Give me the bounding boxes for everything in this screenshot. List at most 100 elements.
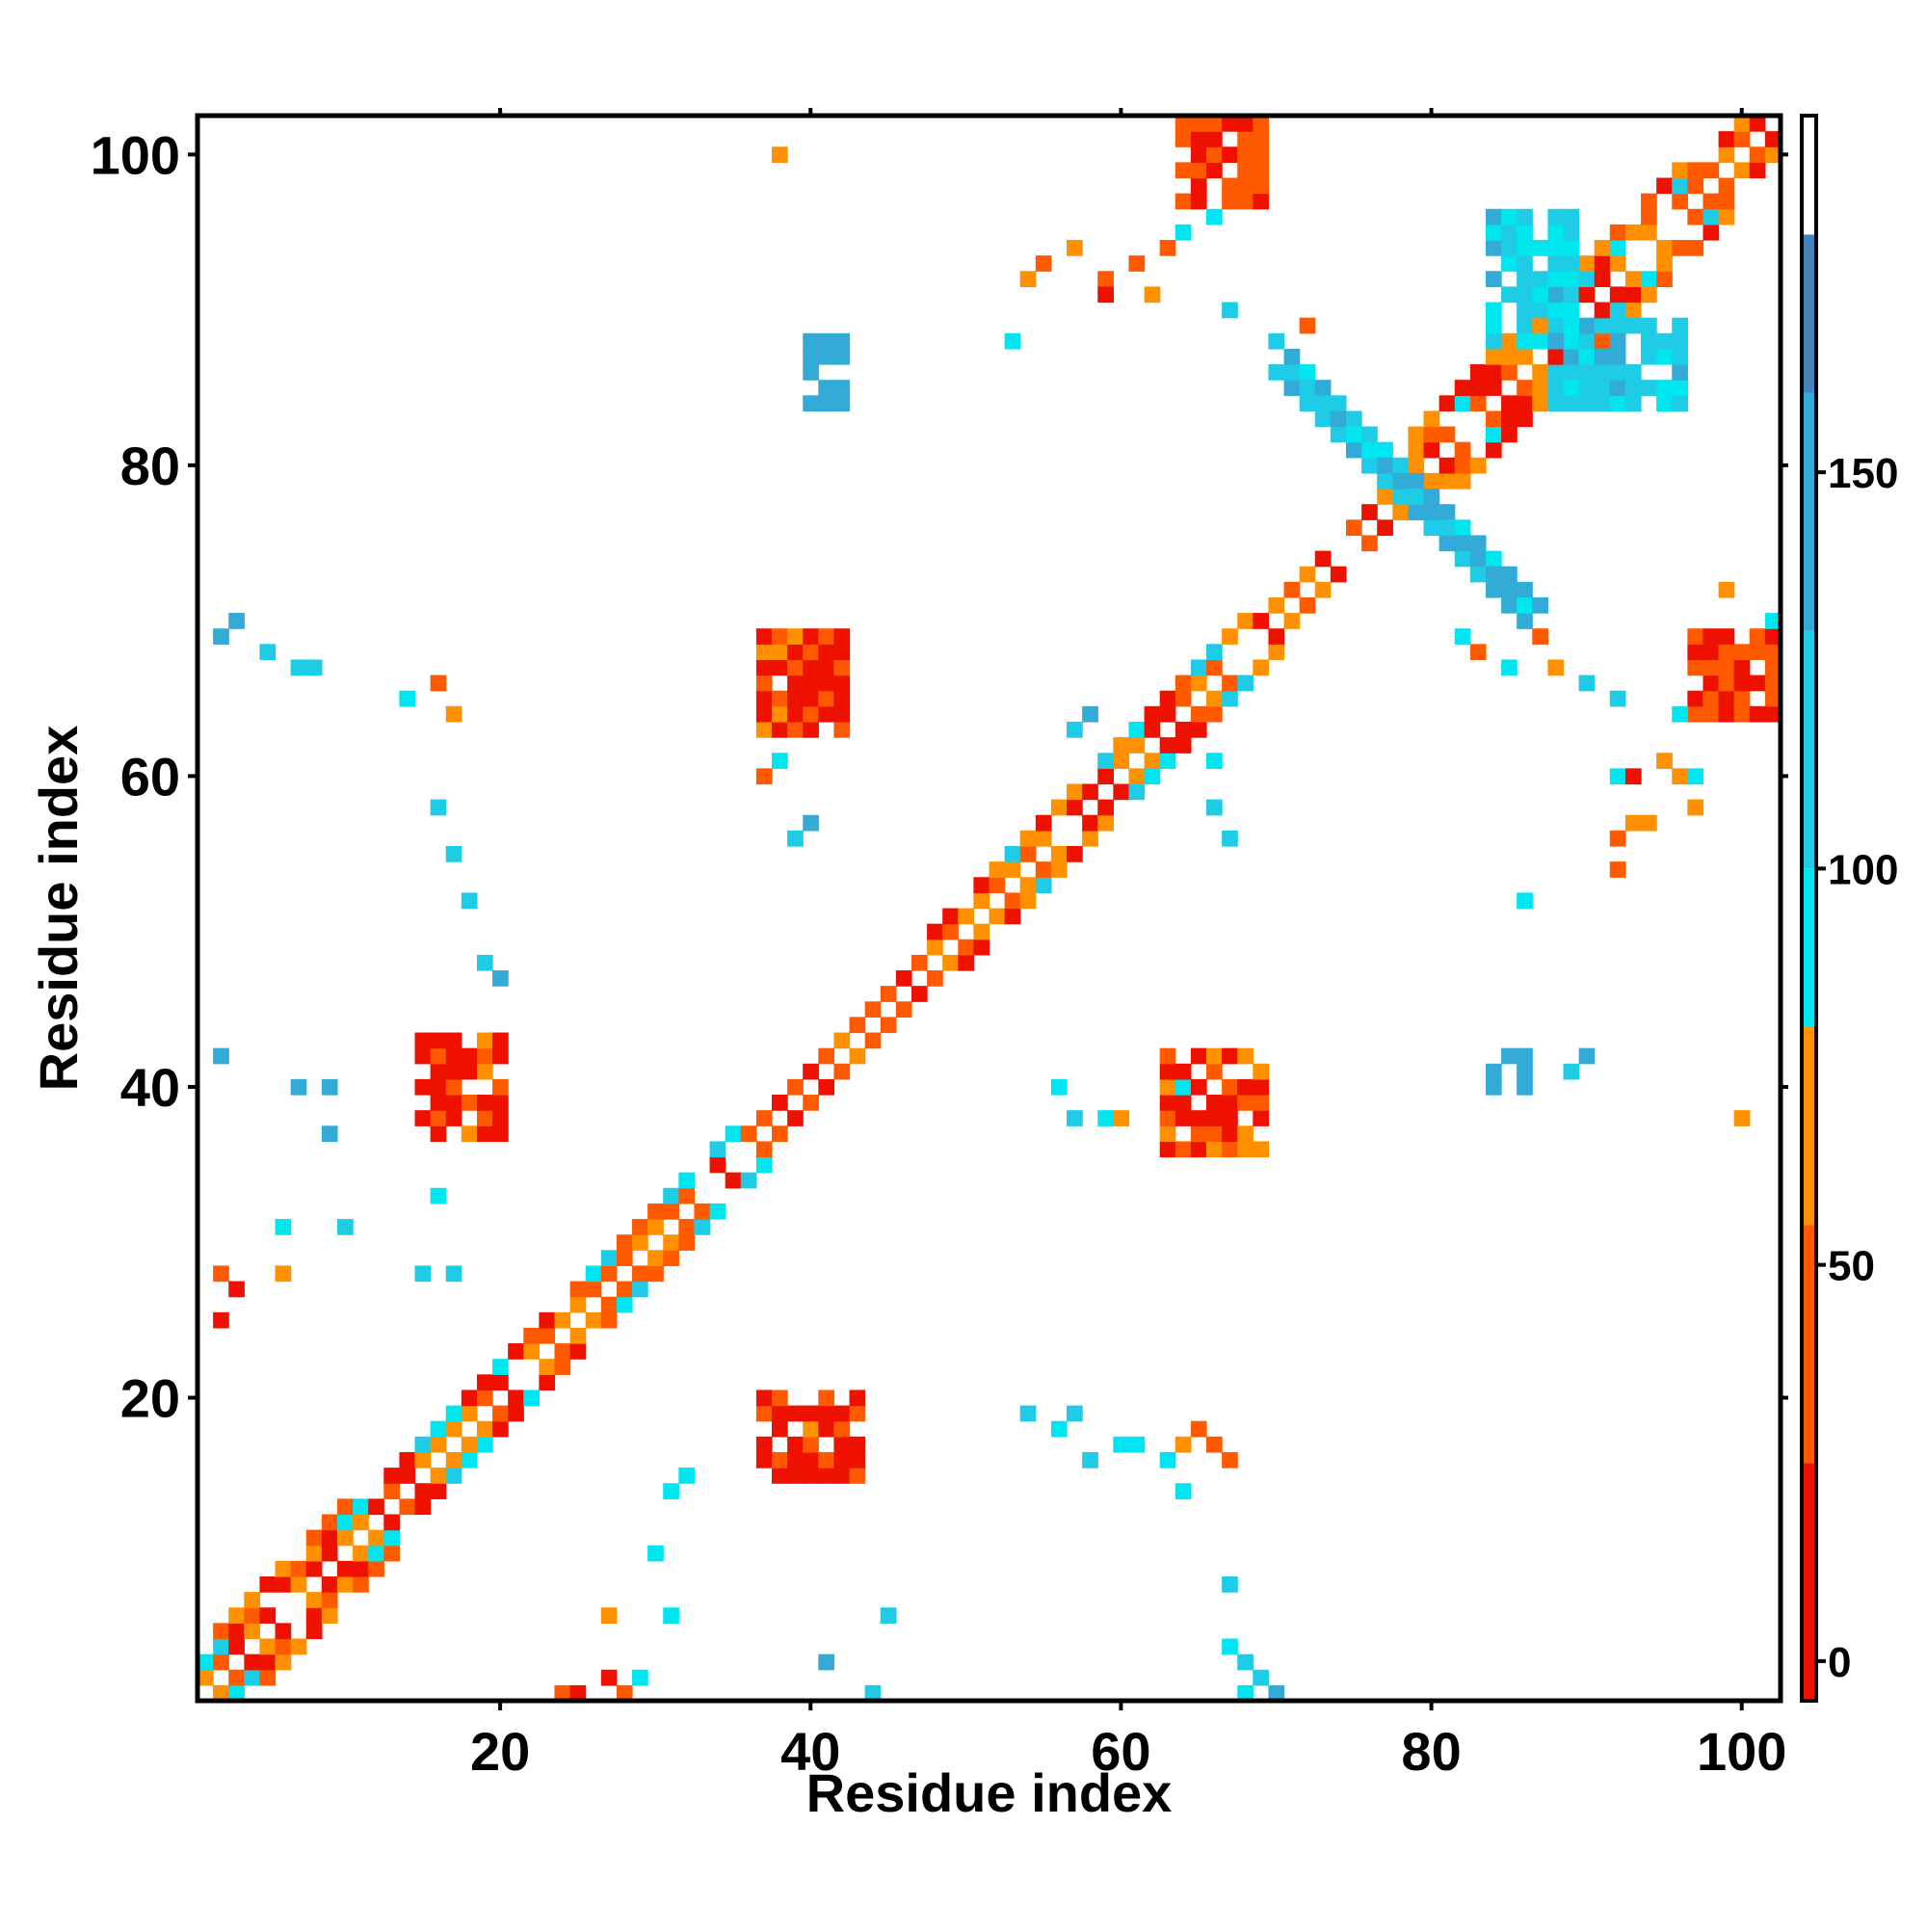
- heatmap-cell: [849, 1047, 866, 1065]
- heatmap-cell: [1547, 659, 1565, 676]
- heatmap-cell: [1532, 395, 1548, 412]
- heatmap-cell: [1222, 628, 1238, 645]
- heatmap-cell: [414, 1483, 432, 1499]
- heatmap-cell: [1517, 240, 1533, 256]
- heatmap-cell: [1485, 581, 1502, 598]
- heatmap-cell: [1392, 457, 1410, 474]
- heatmap-cell: [1097, 1110, 1114, 1126]
- heatmap-cell: [1159, 240, 1176, 256]
- heatmap-cell: [321, 1607, 338, 1624]
- heatmap-cell: [1206, 1063, 1223, 1080]
- heatmap-cell: [430, 675, 447, 692]
- heatmap-cell: [1718, 705, 1735, 723]
- heatmap-cell: [1253, 1141, 1270, 1158]
- heatmap-cell: [1594, 271, 1611, 287]
- heatmap-cell: [1222, 675, 1238, 692]
- heatmap-cell: [414, 1451, 432, 1469]
- heatmap-cell: [1237, 1141, 1254, 1158]
- heatmap-cell: [833, 348, 851, 365]
- heatmap-cell: [492, 1359, 509, 1375]
- heatmap-cell: [1237, 675, 1254, 692]
- heatmap-cell: [1517, 596, 1533, 614]
- heatmap-cell: [803, 1451, 819, 1469]
- heatmap-cell: [1517, 317, 1533, 334]
- heatmap-cell: [1175, 131, 1192, 147]
- heatmap-cell: [1067, 799, 1083, 816]
- x-tick-label: 60: [1091, 1721, 1150, 1782]
- heatmap-cell: [399, 1498, 416, 1516]
- colorbar-tick-label: 100: [1828, 846, 1898, 893]
- heatmap-cell: [1237, 1125, 1254, 1143]
- heatmap-cell: [1532, 317, 1548, 334]
- heatmap-cell: [942, 908, 959, 925]
- heatmap-cell: [833, 332, 851, 350]
- heatmap-cell: [678, 1187, 696, 1204]
- heatmap-cell: [771, 628, 788, 645]
- heatmap-cell: [1190, 146, 1207, 163]
- heatmap-cell: [476, 1125, 493, 1143]
- heatmap-cell: [430, 1110, 447, 1126]
- heatmap-cell: [833, 395, 851, 412]
- heatmap-cell: [1501, 659, 1518, 676]
- heatmap-cell: [1253, 131, 1270, 147]
- heatmap-cell: [1485, 208, 1502, 225]
- heatmap-cell: [1454, 457, 1471, 474]
- heatmap-cell: [569, 1296, 587, 1313]
- heatmap-cell: [1314, 410, 1332, 428]
- heatmap-cell: [353, 1498, 369, 1516]
- heatmap-cell: [1113, 1436, 1130, 1453]
- heatmap-cell: [1392, 504, 1410, 520]
- heatmap-cell: [1624, 286, 1642, 304]
- heatmap-cell: [1749, 675, 1766, 692]
- heatmap-cell: [228, 613, 245, 629]
- heatmap-cell: [1547, 380, 1565, 396]
- heatmap-cell: [1067, 240, 1083, 256]
- heatmap-cell: [353, 1545, 369, 1562]
- heatmap-cell: [305, 1607, 323, 1624]
- heatmap-cell: [600, 1669, 618, 1686]
- heatmap-cell: [849, 1451, 866, 1469]
- heatmap-cell: [445, 705, 462, 723]
- heatmap-cell: [1159, 1078, 1176, 1096]
- heatmap-cell: [1718, 659, 1735, 676]
- heatmap-cell: [1656, 240, 1673, 256]
- colorbar-tick-label: 150: [1828, 450, 1898, 497]
- heatmap-cell: [818, 690, 835, 707]
- heatmap-cell: [1501, 208, 1518, 225]
- colorbar: 0 50 100 150: [1800, 114, 1898, 1703]
- heatmap-cell: [663, 1250, 679, 1267]
- heatmap-cell: [1547, 224, 1565, 241]
- heatmap-cell: [1563, 364, 1580, 381]
- heatmap-cell: [1237, 1047, 1254, 1065]
- heatmap-cell: [305, 659, 323, 676]
- heatmap-cell: [1392, 472, 1410, 490]
- heatmap-cell: [1517, 348, 1533, 365]
- colorbar-tick-label: 0: [1828, 1639, 1851, 1686]
- heatmap-cell: [508, 1389, 524, 1407]
- heatmap-cell: [585, 1311, 602, 1329]
- heatmap-cell: [709, 1203, 726, 1220]
- heatmap-cell: [1454, 380, 1471, 396]
- heatmap-cell: [1703, 193, 1720, 210]
- heatmap-cell: [1067, 783, 1083, 801]
- heatmap-cell: [1687, 628, 1704, 645]
- heatmap-cell: [461, 1405, 478, 1422]
- heatmap-cell: [1159, 1063, 1176, 1080]
- heatmap-cell: [1268, 644, 1285, 661]
- heatmap-cell: [1175, 1436, 1192, 1453]
- heatmap-cell: [1206, 799, 1223, 816]
- heatmap-cell: [1050, 845, 1068, 862]
- heatmap-cell: [1672, 364, 1688, 381]
- heatmap-cell: [1718, 146, 1735, 163]
- heatmap-cell: [1019, 1405, 1037, 1422]
- heatmap-cell: [1749, 705, 1766, 723]
- heatmap-cell: [803, 690, 819, 707]
- heatmap-cell: [244, 1623, 261, 1640]
- heatmap-cell: [1128, 721, 1146, 738]
- colorbar-frame: [1800, 114, 1818, 1703]
- heatmap-cell: [1485, 332, 1502, 350]
- heatmap-cell: [1159, 1125, 1176, 1143]
- heatmap-cell: [1408, 489, 1425, 505]
- colorbar-band: [1802, 868, 1816, 1027]
- heatmap-cell: [1206, 208, 1223, 225]
